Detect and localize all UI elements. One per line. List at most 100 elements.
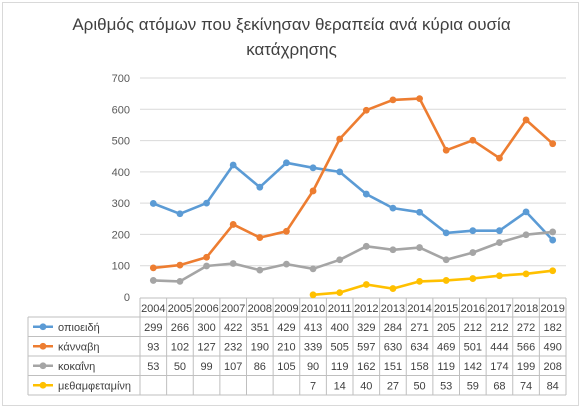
table-value: 232 (224, 341, 242, 353)
table-value: 99 (200, 361, 212, 373)
table-value: 566 (517, 341, 535, 353)
data-point (362, 190, 370, 198)
table-value: 40 (360, 380, 372, 392)
legend-key-marker (39, 342, 47, 350)
table-value: 212 (490, 322, 508, 334)
data-point (176, 261, 184, 269)
data-point (176, 210, 184, 218)
data-point (549, 228, 557, 236)
chart-area (2, 2, 579, 406)
table-value: 339 (304, 341, 322, 353)
data-point (149, 277, 157, 284)
data-point (229, 260, 237, 267)
data-point (522, 208, 530, 216)
table-value: 50 (174, 361, 186, 373)
table-value: 630 (384, 341, 402, 353)
data-point (309, 164, 317, 172)
table-value: 93 (147, 341, 159, 353)
data-point (336, 168, 344, 176)
data-point (362, 106, 370, 114)
table-value: 212 (464, 322, 482, 334)
data-point (389, 204, 397, 212)
legend-key-marker (39, 381, 47, 389)
table-value: 119 (331, 361, 349, 373)
data-point (469, 136, 477, 144)
data-point (203, 199, 210, 207)
chart-title: Αριθμός ατόμων που ξεκίνησαν θεραπεία αν… (0, 12, 583, 62)
table-value: 501 (464, 341, 482, 353)
legend-key-marker (39, 362, 47, 370)
table-value: 199 (517, 361, 535, 373)
x-category-label: 2019 (540, 303, 564, 315)
table-value: 272 (517, 322, 535, 334)
table-value: 634 (410, 341, 428, 353)
table-value: 444 (490, 341, 508, 353)
table-value: 208 (544, 361, 562, 373)
data-point (549, 236, 557, 244)
chart-title-line-1: Αριθμός ατόμων που ξεκίνησαν θεραπεία αν… (72, 15, 511, 34)
x-category-label: 2011 (328, 303, 352, 315)
data-point (496, 239, 503, 246)
data-point (336, 289, 344, 297)
table-value: 469 (437, 341, 455, 353)
series-line-3 (312, 269, 553, 297)
x-category-label: 2012 (354, 303, 378, 315)
data-point (522, 231, 530, 239)
table-value: 205 (437, 322, 455, 334)
data-point (336, 135, 344, 143)
table-value: 151 (384, 361, 402, 373)
x-category-label: 2005 (168, 303, 192, 315)
data-point (389, 96, 397, 104)
y-tick-label: 0 (124, 292, 130, 304)
y-tick-label: 400 (112, 167, 130, 179)
table-value: 105 (277, 361, 295, 373)
table-value: 7 (310, 380, 316, 392)
data-point (416, 208, 423, 216)
table-value: 127 (197, 341, 215, 353)
table-value: 597 (357, 341, 375, 353)
y-tick-label: 300 (112, 198, 130, 210)
data-point (496, 154, 503, 162)
data-point (416, 277, 423, 285)
table-value: 86 (254, 361, 266, 373)
table-value: 429 (277, 322, 295, 334)
table-value: 182 (544, 322, 562, 334)
data-point (309, 265, 317, 273)
data-point (522, 116, 530, 124)
table-value: 14 (334, 380, 346, 392)
table-value: 190 (251, 341, 269, 353)
y-tick-label: 600 (112, 104, 130, 116)
x-category-label: 2010 (301, 303, 325, 315)
table-value: 84 (547, 380, 559, 392)
table-value: 505 (331, 341, 349, 353)
legend-label: οπιοειδή (58, 322, 100, 334)
data-point (389, 246, 397, 254)
table-value: 74 (520, 380, 532, 392)
data-point (149, 200, 157, 207)
data-point (496, 227, 503, 235)
table-value: 53 (147, 361, 159, 373)
data-point (283, 227, 290, 235)
table-value: 299 (144, 322, 162, 334)
data-point (256, 183, 264, 191)
data-point (256, 234, 264, 241)
series-line-0 (152, 161, 554, 241)
data-point (229, 221, 237, 228)
data-point (442, 277, 450, 284)
data-point (309, 291, 317, 299)
y-tick-label: 200 (112, 229, 130, 241)
data-point (469, 275, 477, 282)
series-line-2 (153, 230, 553, 283)
table-value: 27 (387, 380, 399, 392)
table-value: 329 (357, 322, 375, 334)
data-point (309, 187, 317, 195)
data-point (362, 281, 370, 288)
data-point (256, 266, 264, 274)
table-value: 50 (413, 380, 425, 392)
data-point (522, 270, 530, 278)
table-value: 90 (307, 361, 319, 373)
table-value: 68 (493, 380, 505, 392)
x-category-label: 2016 (461, 303, 485, 315)
table-value: 266 (171, 322, 189, 334)
table-value: 490 (544, 341, 562, 353)
